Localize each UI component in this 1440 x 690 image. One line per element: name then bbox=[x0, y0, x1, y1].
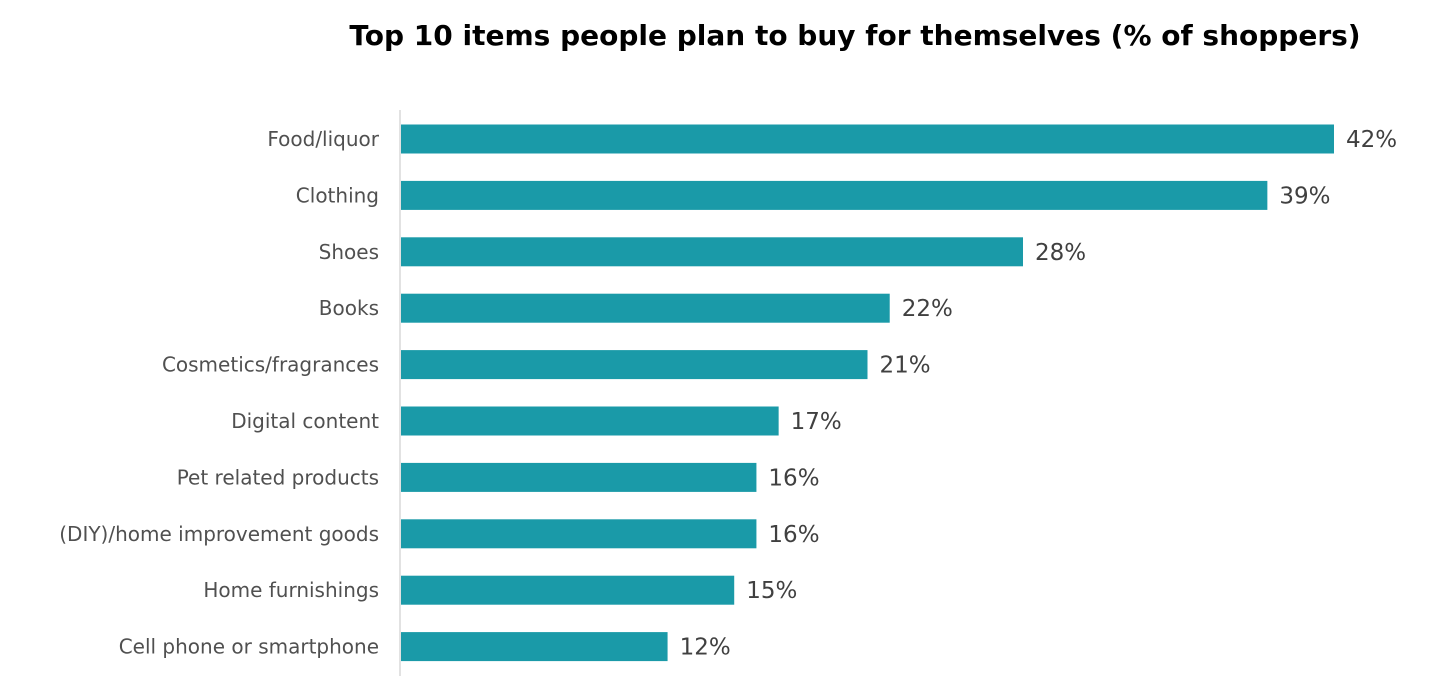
bar bbox=[401, 406, 779, 436]
data-label: 17% bbox=[791, 409, 842, 435]
category-label: (DIY)/home improvement goods bbox=[59, 522, 379, 546]
category-label: Shoes bbox=[319, 240, 379, 264]
category-label: Clothing bbox=[296, 183, 379, 207]
bar bbox=[401, 462, 757, 492]
bar bbox=[401, 519, 757, 549]
category-label: Food/liquor bbox=[267, 127, 379, 151]
category-label: Pet related products bbox=[177, 465, 379, 489]
data-label: 12% bbox=[680, 635, 731, 661]
chart-title: Top 10 items people plan to buy for them… bbox=[349, 19, 1361, 52]
data-label: 42% bbox=[1346, 127, 1397, 153]
bar bbox=[401, 237, 1023, 267]
data-label: 16% bbox=[768, 522, 819, 548]
data-label: 22% bbox=[902, 296, 953, 322]
data-label: 15% bbox=[746, 578, 797, 604]
data-label: 16% bbox=[768, 465, 819, 491]
category-label: Digital content bbox=[231, 409, 379, 433]
data-label: 21% bbox=[880, 353, 931, 379]
category-label: Books bbox=[319, 296, 379, 320]
bar bbox=[401, 180, 1268, 210]
category-label: Cell phone or smartphone bbox=[119, 635, 379, 659]
bar bbox=[401, 293, 890, 323]
bar bbox=[401, 124, 1334, 154]
data-label: 28% bbox=[1035, 240, 1086, 266]
bar bbox=[401, 575, 735, 605]
category-label: Cosmetics/fragrances bbox=[162, 353, 379, 377]
data-label: 39% bbox=[1279, 183, 1330, 209]
category-label: Home furnishings bbox=[203, 578, 379, 602]
bars-group: Food/liquor 42% Clothing 39% Shoes 28% Books 22… bbox=[59, 124, 1397, 662]
bar bbox=[401, 350, 868, 380]
bar bbox=[401, 632, 668, 662]
